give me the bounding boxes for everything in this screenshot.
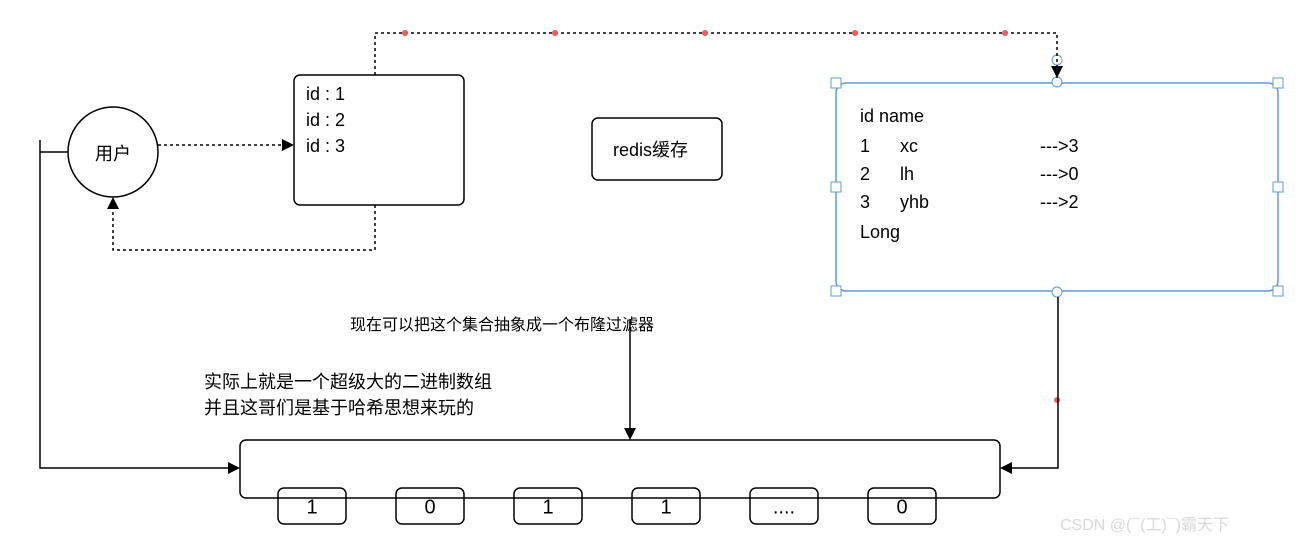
watermark: CSDN @(¯(工)¯)霸天下 <box>1060 516 1229 534</box>
id-line-1: id : 1 <box>306 84 345 104</box>
db-row-2-name: yhb <box>900 192 929 212</box>
svg-text:1: 1 <box>542 496 553 518</box>
path-dot-icon <box>402 30 408 36</box>
svg-text:....: .... <box>773 496 795 518</box>
selection-dot-icon <box>1054 397 1060 403</box>
redis-label: redis缓存 <box>613 140 688 160</box>
db-row-1-id: 2 <box>860 164 870 184</box>
bit-cell: 0 <box>396 488 464 524</box>
db-row-2-id: 3 <box>860 192 870 212</box>
user-node: 用户 <box>68 107 158 197</box>
svg-text:0: 0 <box>424 496 435 518</box>
svg-text:1: 1 <box>660 496 671 518</box>
db-row-1-name: lh <box>900 164 914 184</box>
arrow-user-to-array <box>40 140 240 474</box>
id-line-3: id : 3 <box>306 136 345 156</box>
svg-text:1: 1 <box>306 496 317 518</box>
path-dot-icon <box>702 30 708 36</box>
db-row-0-name: xc <box>900 136 918 156</box>
dashed-path-top <box>375 30 1063 78</box>
bit-cell: 1 <box>632 488 700 524</box>
db-row-2-map: --->2 <box>1040 192 1079 212</box>
id-list-box: id : 1 id : 2 id : 3 <box>294 75 464 205</box>
svg-text:1: 1 <box>860 136 870 156</box>
bit-cell: 1 <box>278 488 346 524</box>
bit-cell: 0 <box>868 488 936 524</box>
bit-array: 1 0 1 1 .... 0 <box>240 440 1000 524</box>
path-dot-icon <box>1002 30 1008 36</box>
arrow-db-to-array <box>1000 297 1058 474</box>
redis-cache-box: redis缓存 <box>592 118 722 180</box>
dashed-arrow-user-to-id <box>158 139 294 151</box>
arrow-id-to-array <box>624 319 636 440</box>
db-header: id name <box>860 106 924 126</box>
array-desc-line2: 并且这哥们是基于哈希思想来玩的 <box>204 398 474 418</box>
db-row-0-map: --->3 <box>1040 136 1079 156</box>
db-footer: Long <box>860 222 900 242</box>
path-dot-icon <box>552 30 558 36</box>
id-line-2: id : 2 <box>306 110 345 130</box>
bit-cell: 1 <box>514 488 582 524</box>
array-desc-line1: 实际上就是一个超级大的二进制数组 <box>204 372 492 392</box>
diagram-canvas: 用户 id : 1 id : 2 id : 3 redis缓存 id name … <box>0 0 1302 549</box>
db-row-0-id: 1 <box>860 136 870 156</box>
annotation-label: 现在可以把这个集合抽象成一个布隆过滤器 <box>350 316 654 334</box>
path-dot-icon <box>852 30 858 36</box>
db-row-1-map: --->0 <box>1040 164 1079 184</box>
database-box[interactable]: id name 1 xc --->3 2 lh --->0 3 yhb --->… <box>831 55 1283 403</box>
svg-text:0: 0 <box>896 496 907 518</box>
user-label: 用户 <box>95 144 131 164</box>
bit-cell: .... <box>750 488 818 524</box>
